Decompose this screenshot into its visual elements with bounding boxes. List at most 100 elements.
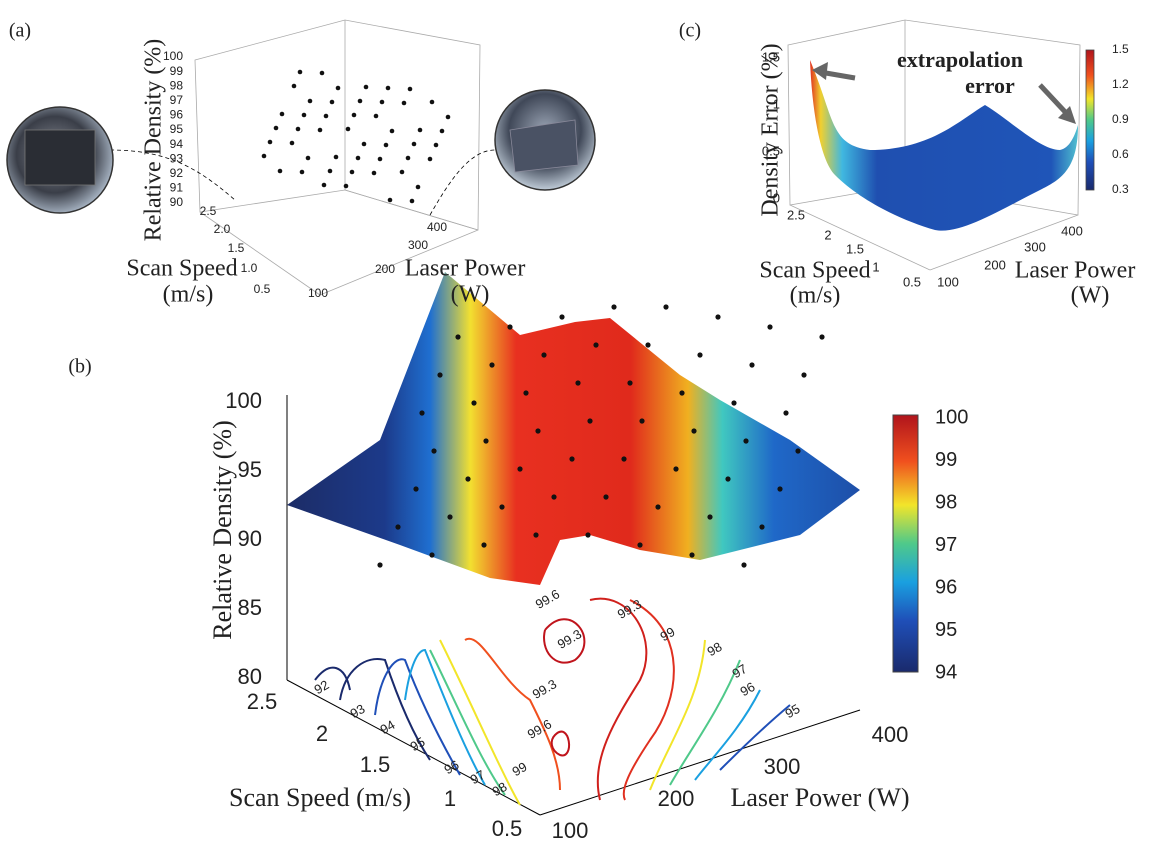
contour-label: 97 — [467, 767, 487, 787]
sample-point — [489, 362, 495, 368]
sample-point — [295, 126, 301, 132]
sample-point — [297, 69, 303, 75]
y-tick-label: 300 — [764, 754, 801, 779]
sample-point — [679, 390, 685, 396]
sample-point — [819, 334, 825, 340]
contour-label: 99.6 — [525, 716, 554, 742]
sample-point — [379, 99, 385, 105]
sample-point — [321, 182, 327, 188]
sample-point — [481, 542, 487, 548]
z-tick-label: 90 — [170, 195, 184, 209]
sample-point — [261, 153, 267, 159]
x-tick-label: 2 — [316, 721, 328, 746]
sample-point — [731, 400, 737, 406]
sample-point — [343, 183, 349, 189]
sample-point — [377, 156, 383, 162]
z-tick-label: 96 — [170, 108, 184, 122]
sample-point — [371, 170, 377, 176]
contour-label: 95 — [407, 734, 427, 754]
z-tick-label: 100 — [163, 49, 183, 63]
z-tick-label: 92 — [170, 166, 184, 180]
sample-point — [795, 448, 801, 454]
sample-point — [317, 127, 323, 133]
sample-point — [273, 125, 279, 131]
panel-b-art — [286, 272, 919, 816]
sample-point — [413, 486, 419, 492]
sample-point — [783, 410, 789, 416]
sample-point — [471, 400, 477, 406]
sample-point — [639, 418, 645, 424]
sample-point — [323, 113, 329, 119]
sample-point — [289, 140, 295, 146]
x-tick-label: 0.5 — [903, 274, 921, 289]
x-tick-label: 2 — [824, 227, 831, 242]
sample-point — [767, 324, 773, 330]
y-tick-label: 100 — [308, 286, 328, 300]
sample-point — [407, 86, 413, 92]
sample-point — [357, 98, 363, 104]
z-tick-label: 98 — [170, 78, 184, 92]
sample-point — [431, 448, 437, 454]
contour-label: 92 — [311, 677, 331, 697]
sample-point — [387, 197, 393, 203]
z-tick-label: 93 — [170, 151, 184, 165]
sample-point — [517, 466, 523, 472]
contour-label: 94 — [377, 717, 397, 737]
sample-point — [439, 128, 445, 134]
colorbar-tick-label: 94 — [935, 661, 957, 683]
z-tick-label: 95 — [170, 122, 184, 136]
sample-point — [533, 532, 539, 538]
sample-point — [277, 168, 283, 174]
x-tick-label: 2.5 — [247, 689, 278, 714]
sample-point — [603, 494, 609, 500]
sample-point — [777, 486, 783, 492]
contour-label: 98 — [489, 779, 509, 799]
sample-point — [611, 304, 617, 310]
sample-point — [415, 184, 421, 190]
z-tick-label: 85 — [238, 595, 262, 620]
sample-point — [483, 438, 489, 444]
sample-point — [447, 514, 453, 520]
contour-label: 99.3 — [555, 626, 584, 652]
sample-point — [749, 362, 755, 368]
sample-point — [329, 99, 335, 105]
sample-point — [455, 334, 461, 340]
sample-point — [319, 70, 325, 76]
z-axis-title: Relative Density (%) — [141, 39, 167, 242]
sample-point — [627, 380, 633, 386]
z-tick-label: 97 — [170, 93, 184, 107]
y-tick-label: 400 — [427, 220, 447, 234]
sample-point — [383, 142, 389, 148]
panel-c-art — [787, 19, 1095, 271]
sample-point — [409, 198, 415, 204]
y-axis-title: (W) — [1071, 283, 1110, 309]
sample-point — [691, 428, 697, 434]
sample-point — [707, 514, 713, 520]
colorbar-tick-label: 99 — [935, 449, 957, 471]
z-tick-label: 91 — [170, 181, 184, 195]
contour-label: 98 — [704, 639, 724, 659]
sample-point — [559, 314, 565, 320]
contour-label: 99 — [657, 624, 677, 644]
sample-point — [759, 524, 765, 530]
sample-point — [499, 504, 505, 510]
sample-point — [385, 85, 391, 91]
panel-a-art — [6, 19, 596, 296]
x-axis-title: (m/s) — [163, 282, 214, 308]
colorbar-tick-label: 100 — [935, 406, 968, 428]
sample-point — [419, 410, 425, 416]
x-tick-label: 0.5 — [254, 282, 271, 296]
sample-point — [389, 128, 395, 134]
x-tick-label: 2.0 — [214, 222, 231, 236]
contour-label: 97 — [729, 661, 749, 681]
colorbar-tick-label: 95 — [935, 619, 957, 641]
y-axis-title: Laser Power — [1015, 258, 1136, 284]
sample-point — [363, 84, 369, 90]
sample-point — [621, 456, 627, 462]
sample-point — [541, 352, 547, 358]
sample-point — [349, 169, 355, 175]
x-tick-label: 2.5 — [200, 204, 217, 218]
contour-label: 99.3 — [530, 676, 559, 702]
annotation: error — [965, 73, 1015, 98]
